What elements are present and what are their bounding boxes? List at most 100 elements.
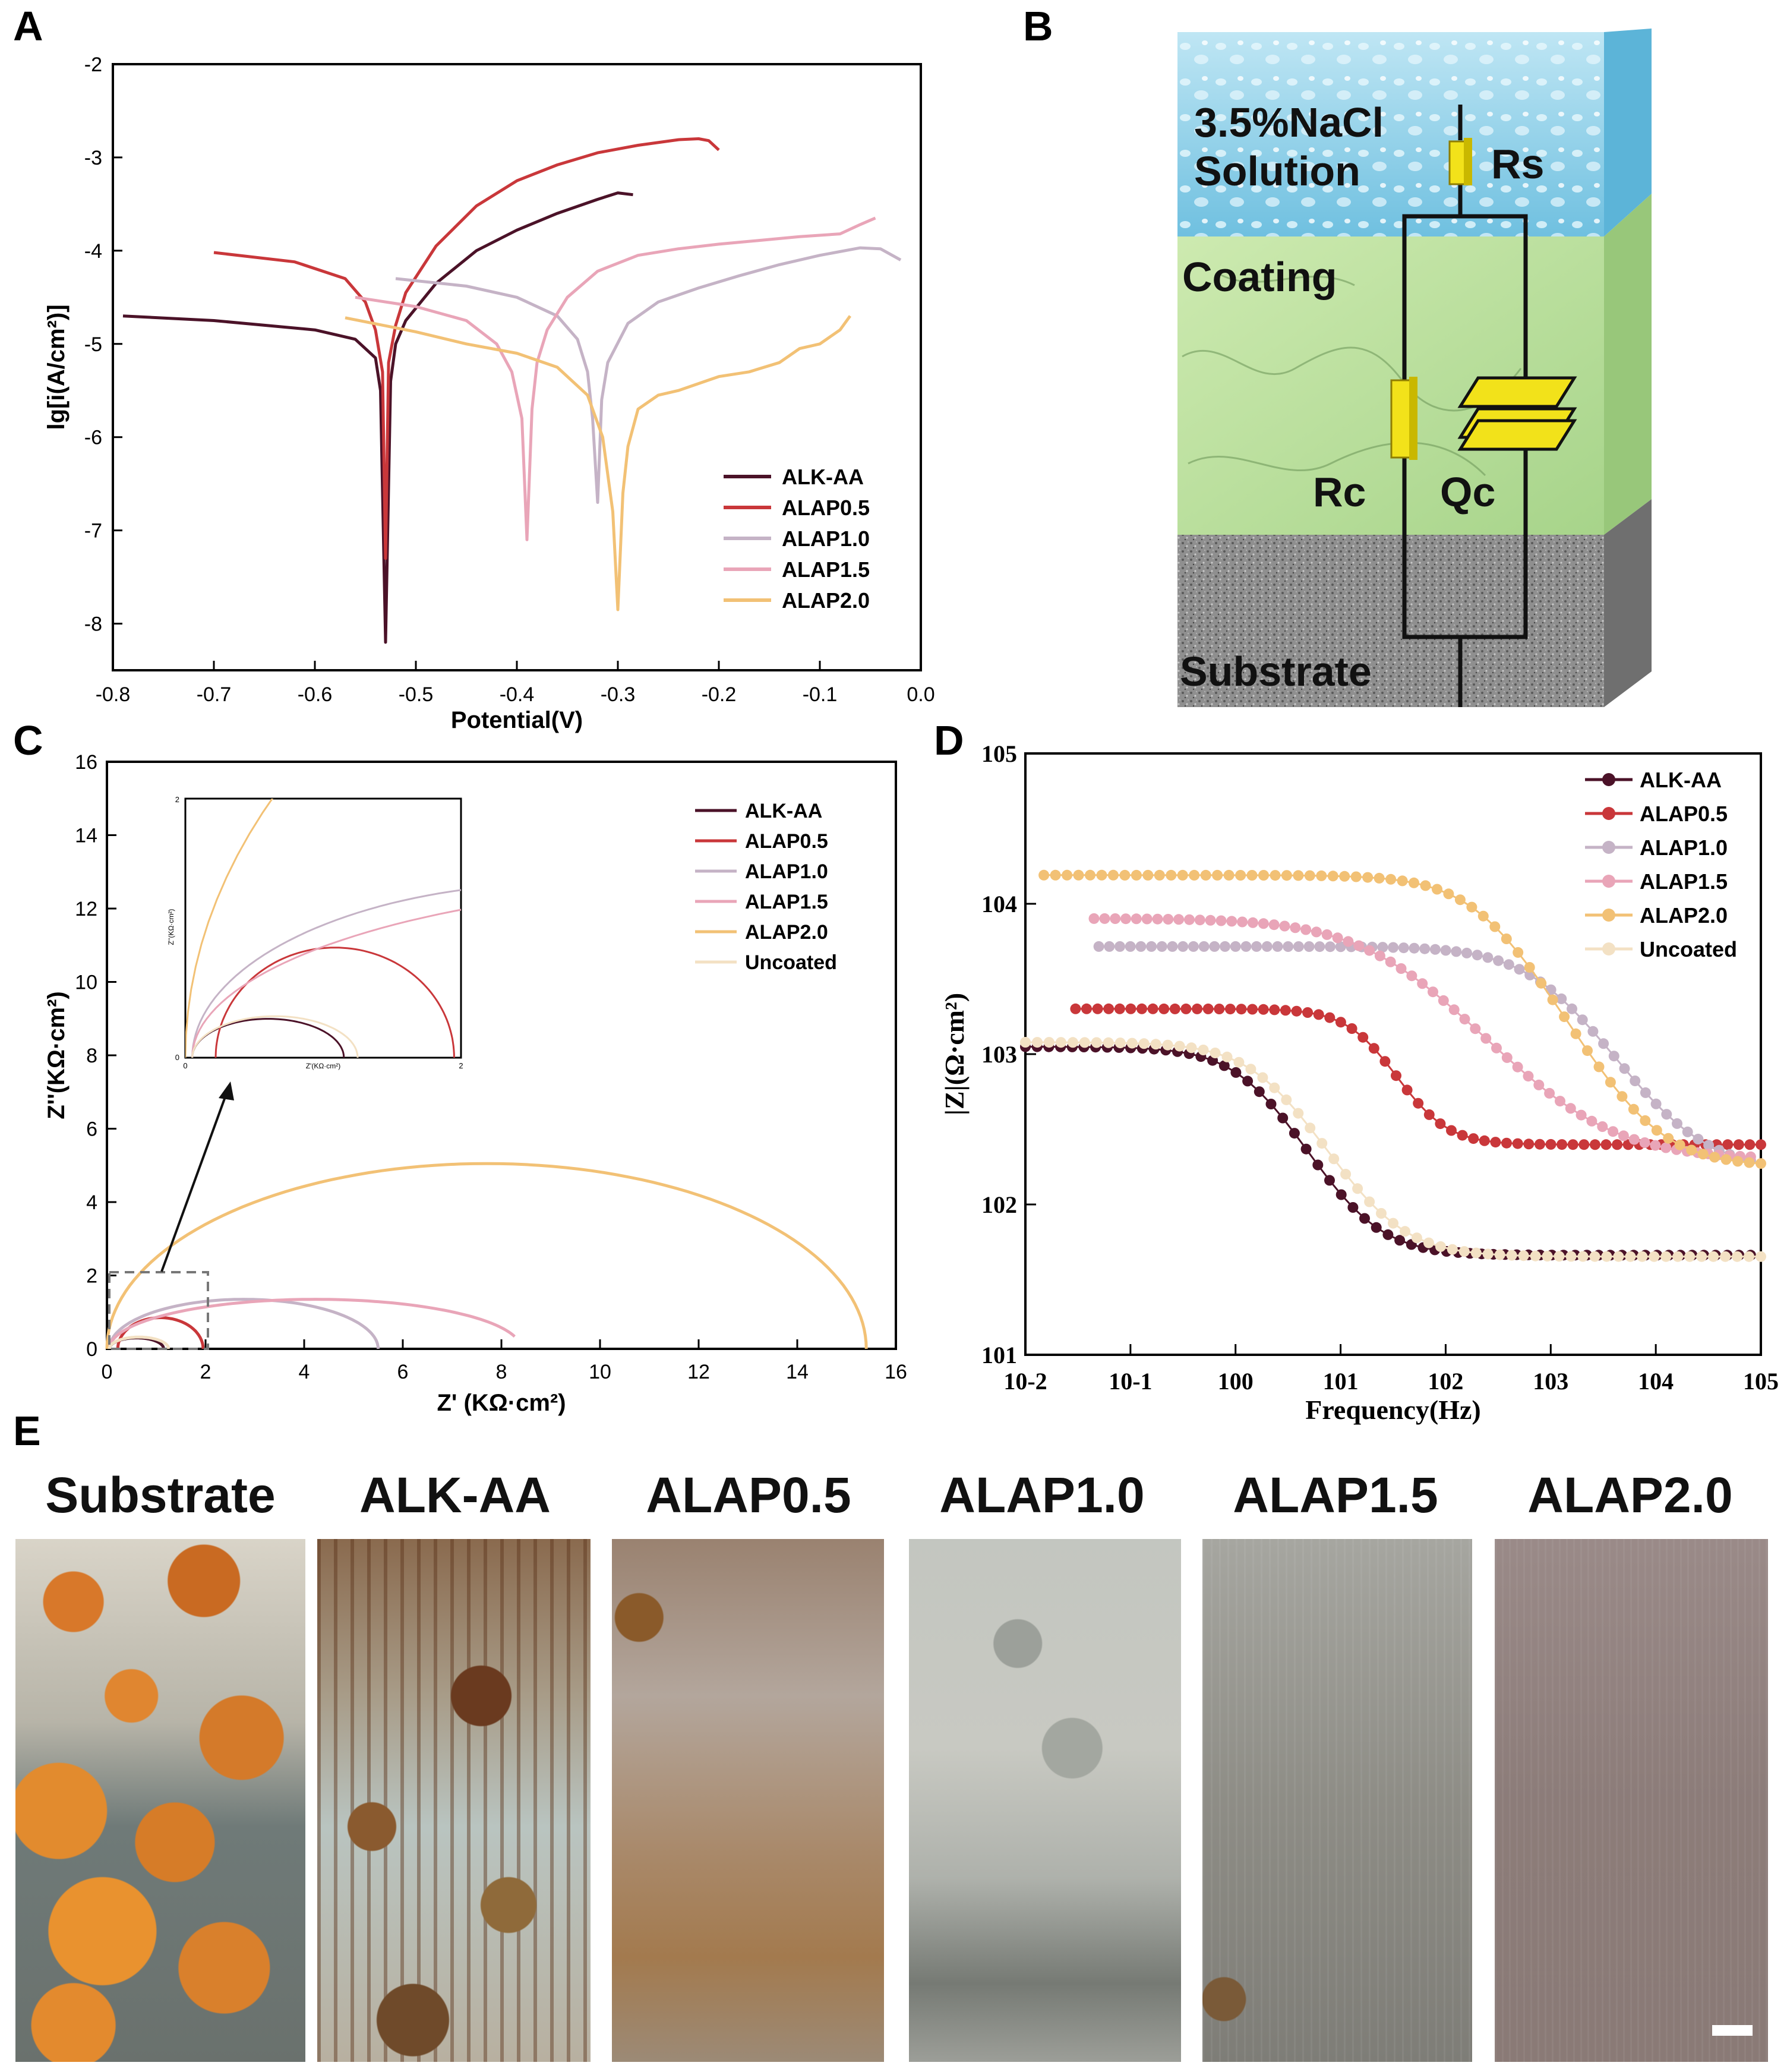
bode-legend-label: ALAP1.5 bbox=[1640, 869, 1728, 894]
bode-point bbox=[1131, 869, 1142, 881]
nyquist-y-tick-label: 12 bbox=[75, 898, 97, 920]
bode-point bbox=[1744, 1251, 1754, 1262]
bode-point bbox=[1613, 1251, 1624, 1262]
bode-point bbox=[1545, 1139, 1556, 1150]
bode-point bbox=[1177, 869, 1188, 881]
photo-alap1-5 bbox=[1202, 1539, 1472, 2062]
bode-point bbox=[1545, 984, 1556, 995]
bode-point bbox=[1324, 1175, 1335, 1186]
bode-point bbox=[1316, 870, 1327, 881]
nyquist-x-tick-label: 4 bbox=[299, 1361, 310, 1383]
bode-point bbox=[1650, 1140, 1661, 1151]
bode-point bbox=[1163, 914, 1174, 925]
bode-x-tick-label: 103 bbox=[1533, 1368, 1568, 1395]
qc-capacitor bbox=[1457, 376, 1577, 451]
bode-point bbox=[1395, 963, 1407, 974]
bode-point bbox=[1261, 941, 1273, 952]
tafel-chart: -0.8 -0.7 -0.6 -0.5 -0.4 -0.3 -0.2 -0.1 0.0 -8 -7… bbox=[43, 53, 935, 733]
bode-point bbox=[1328, 1153, 1340, 1165]
rs-resistor bbox=[1448, 138, 1472, 185]
bode-point bbox=[1674, 1139, 1685, 1150]
inset-arc-alap1-0 bbox=[191, 889, 461, 1058]
bode-point bbox=[1221, 1051, 1233, 1062]
tafel-y-tick-label: -7 bbox=[84, 520, 102, 543]
bode-point bbox=[1293, 941, 1304, 952]
bode-point bbox=[1479, 1135, 1490, 1146]
bode-y-tick-label: 103 bbox=[981, 1041, 1017, 1068]
tafel-x-tick-label: -0.3 bbox=[601, 683, 636, 706]
bode-point bbox=[1534, 1139, 1545, 1150]
scale-bar bbox=[1712, 2025, 1753, 2036]
bode-point bbox=[1277, 1112, 1289, 1124]
nyquist-chart: 0 2 4 6 8 10 12 14 16 0 2 4 6 8 10 12 14 16 0 2 2 0 Z'(K… bbox=[43, 751, 907, 1416]
tafel-x-tick-label: -0.4 bbox=[500, 683, 535, 706]
tafel-line-alap2-0 bbox=[345, 315, 852, 611]
bode-point bbox=[1459, 1014, 1470, 1025]
inset-clip-group bbox=[185, 799, 461, 1058]
bode-point bbox=[1703, 1140, 1715, 1151]
bode-point bbox=[1107, 869, 1119, 881]
bode-point bbox=[1501, 1052, 1513, 1063]
nyquist-legend: ALK-AA ALAP0.5 ALAP1.0 ALAP1.5 ALAP2.0 Uncoat… bbox=[695, 800, 837, 974]
solution-label-line2: Solution bbox=[1194, 148, 1360, 194]
bode-point bbox=[1385, 873, 1397, 885]
bode-point bbox=[1154, 869, 1165, 881]
bode-point bbox=[1612, 1139, 1623, 1150]
bode-line bbox=[1075, 1008, 1761, 1146]
bode-point bbox=[1501, 1137, 1512, 1149]
nyquist-arc-alap1-5 bbox=[108, 1298, 516, 1349]
bode-point bbox=[1335, 1017, 1346, 1028]
bode-series-alap2-0 bbox=[1038, 869, 1766, 1169]
rs-label: Rs bbox=[1491, 141, 1544, 187]
bode-point bbox=[1055, 1037, 1066, 1048]
bode-point bbox=[1470, 1247, 1482, 1259]
bode-point bbox=[1218, 1060, 1230, 1071]
bode-point bbox=[1251, 941, 1262, 952]
bode-point bbox=[1166, 869, 1177, 881]
bode-legend-label: ALK-AA bbox=[1640, 768, 1722, 792]
bode-point bbox=[1283, 941, 1294, 952]
bode-point bbox=[1489, 921, 1501, 932]
tafel-x-ticks: -0.8 -0.7 -0.6 -0.5 -0.4 -0.3 -0.2 -0.1 0.0 bbox=[96, 661, 935, 706]
tafel-legend-label: ALK-AA bbox=[782, 465, 864, 489]
bode-point bbox=[1092, 1003, 1103, 1014]
circuit-diagram: 3.5%NaCl Solution Rs Coating Rc Qc Subst… bbox=[1177, 29, 1652, 707]
bode-point bbox=[1192, 1003, 1203, 1014]
bode-point bbox=[1576, 1109, 1587, 1121]
photo-title-alap1-5: ALAP1.5 bbox=[1233, 1467, 1438, 1523]
bode-point bbox=[1518, 1250, 1529, 1262]
bode-point bbox=[1257, 1072, 1268, 1083]
bode-point bbox=[1303, 941, 1315, 952]
panel-letter-c: C bbox=[13, 717, 43, 764]
bode-point bbox=[1523, 1139, 1535, 1150]
bode-series-alk-aa bbox=[1020, 1041, 1756, 1261]
bode-point bbox=[1150, 1039, 1161, 1050]
bode-point bbox=[1020, 1037, 1031, 1048]
bode-point bbox=[1198, 1045, 1209, 1055]
bode-point bbox=[1660, 1142, 1672, 1153]
bode-point bbox=[1601, 1251, 1612, 1262]
bode-point bbox=[1258, 918, 1269, 929]
bode-point bbox=[1565, 1251, 1577, 1262]
bode-point bbox=[1708, 1251, 1719, 1262]
bode-point bbox=[1593, 1061, 1605, 1073]
nyquist-x-tick-label: 8 bbox=[496, 1361, 507, 1383]
bode-point bbox=[1542, 1251, 1553, 1262]
bode-point bbox=[1491, 1042, 1502, 1054]
nyquist-legend-label: Uncoated bbox=[745, 951, 837, 974]
bode-point bbox=[1374, 950, 1385, 961]
nyquist-y-tick-label: 8 bbox=[86, 1045, 97, 1067]
bode-series-uncoated bbox=[1020, 1037, 1766, 1262]
bode-point bbox=[1660, 1251, 1672, 1262]
bode-point bbox=[1630, 1076, 1641, 1086]
bode-point bbox=[1343, 936, 1354, 947]
coating-side bbox=[1604, 194, 1652, 535]
bode-point bbox=[1300, 1143, 1312, 1155]
bode-point bbox=[1099, 913, 1110, 924]
bode-point bbox=[1536, 977, 1547, 989]
bode-point bbox=[1756, 1251, 1766, 1262]
bode-point bbox=[1236, 1004, 1247, 1015]
bode-point bbox=[1559, 1011, 1570, 1023]
bode-x-ticks: 10-2 10-1 100 101 102 103 104 105 bbox=[1003, 1344, 1779, 1395]
